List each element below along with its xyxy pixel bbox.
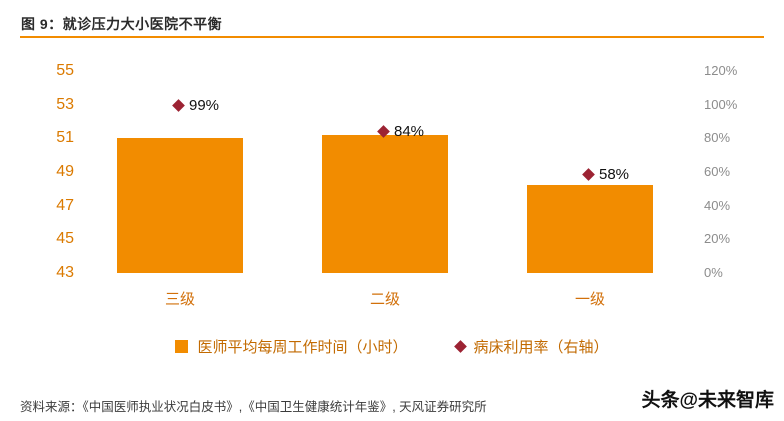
legend-item-bar: 医师平均每周工作时间（小时）: [175, 336, 408, 357]
title-underline: [20, 36, 764, 38]
right-axis-tick-label: 60%: [704, 164, 731, 179]
watermark: 头条@未来智库: [641, 390, 774, 411]
source-note: 资料来源：《中国医师执业状况白皮书》,《中国卫生健康统计年鉴》, 天风证券研究所: [20, 400, 487, 414]
right-axis-tick-label: 0%: [704, 265, 723, 280]
bar-三级: [117, 138, 243, 273]
left-axis-tick-label: 49: [56, 163, 74, 180]
legend-item-marker: 病床利用率（右轴）: [453, 336, 609, 357]
data-point-label: 58%: [599, 166, 630, 184]
left-axis-tick-label: 45: [56, 230, 74, 248]
right-axis-tick-label: 80%: [704, 130, 731, 146]
legend-bar-label: 医师平均每周工作时间（小时）: [197, 339, 408, 356]
right-axis-tick-label: 120%: [704, 63, 738, 78]
figure-title: 图 9：就诊压力大小医院不平衡: [21, 16, 223, 32]
left-axis-tick-label: 51: [56, 129, 74, 147]
left-axis-tick-label: 53: [56, 95, 74, 113]
bar-一级: [527, 185, 653, 273]
legend-marker-label: 病床利用率（右轴）: [473, 339, 609, 356]
right-axis-tick-label: 40%: [704, 197, 731, 213]
category-label: 一级: [574, 291, 605, 308]
legend: 医师平均每周工作时间（小时） 病床利用率（右轴）: [0, 336, 784, 357]
left-axis-tick-label: 43: [56, 264, 74, 281]
data-point-label: 99%: [189, 97, 220, 115]
data-point-label: 84%: [394, 122, 425, 140]
right-axis-tick-label: 100%: [704, 96, 738, 112]
diamond-legend-swatch: [453, 340, 467, 353]
bar-legend-swatch: [175, 340, 189, 353]
bar-二级: [322, 134, 448, 273]
left-axis-tick-label: 47: [56, 196, 74, 214]
category-label: 三级: [164, 291, 195, 308]
right-axis-tick-label: 20%: [704, 231, 731, 247]
diamond-marker: [172, 99, 185, 113]
diamond-marker: [582, 168, 595, 182]
left-axis-tick-label: 55: [56, 62, 74, 79]
category-label: 二级: [369, 291, 400, 308]
